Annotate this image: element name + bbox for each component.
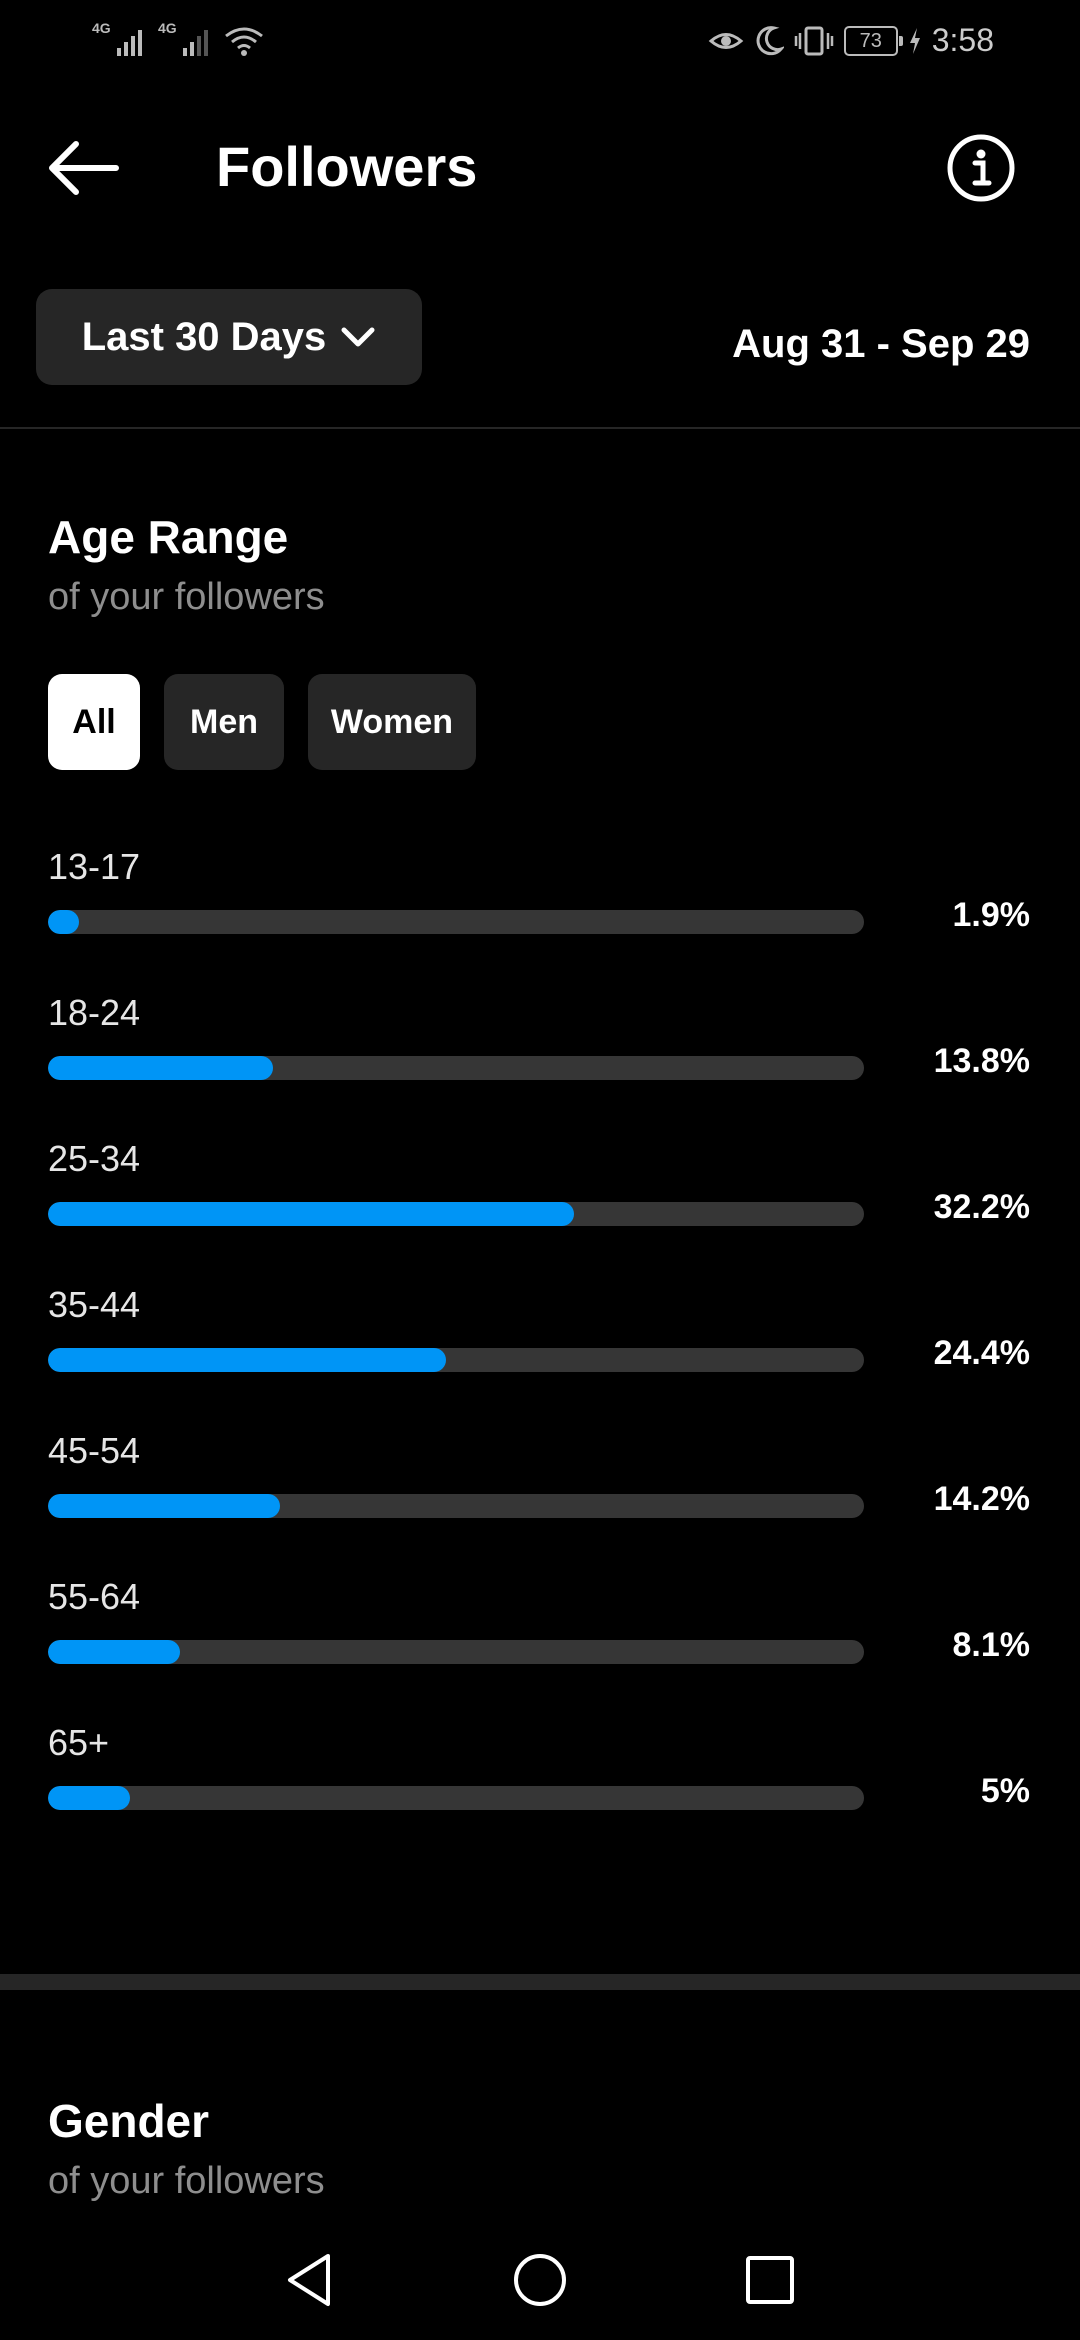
moon-icon <box>756 25 784 55</box>
age-row-label: 55-64 <box>48 1576 141 1617</box>
age-row: 65+ 5% <box>0 1722 1080 1868</box>
age-row-label: 25-34 <box>48 1138 141 1179</box>
system-nav-bar <box>0 2236 1080 2340</box>
age-row: 55-64 8.1% <box>0 1576 1080 1722</box>
tab-men[interactable]: Men <box>164 674 284 770</box>
age-bar-track <box>48 910 864 934</box>
age-row: 13-17 1.9% <box>0 846 1080 992</box>
age-row-value: 13.8% <box>933 1042 1030 1080</box>
status-bar: 4G 4G 73 3:58 <box>0 0 1080 84</box>
divider <box>0 427 1080 429</box>
age-bar-track <box>48 1056 864 1080</box>
age-row-value: 1.9% <box>952 896 1031 934</box>
arrow-left-icon[interactable] <box>40 136 130 200</box>
age-range-title: Age Range <box>48 511 289 563</box>
age-bar-track <box>48 1494 864 1518</box>
status-left: 4G 4G <box>92 20 264 58</box>
age-bar-track <box>48 1202 864 1226</box>
cell-signal-icon: 4G <box>92 20 144 58</box>
age-bar-fill <box>48 1056 274 1080</box>
age-range-subtitle: of your followers <box>48 576 325 618</box>
date-range-text: Aug 31 - Sep 29 <box>732 322 1030 366</box>
age-row-label: 65+ <box>48 1722 110 1763</box>
age-row: 25-34 32.2% <box>0 1138 1080 1284</box>
tab-all[interactable]: All <box>48 674 140 770</box>
age-row-label: 35-44 <box>48 1284 141 1325</box>
top-app-bar: Followers <box>0 108 1080 228</box>
cell-signal-icon-2: 4G <box>158 20 210 58</box>
age-bar-fill <box>48 1640 181 1664</box>
age-bar-track <box>48 1786 864 1810</box>
chevron-down-icon <box>341 327 375 347</box>
nav-back-icon[interactable] <box>282 2250 338 2310</box>
charging-icon <box>909 27 920 54</box>
network-type-label: 4G <box>92 20 111 36</box>
age-row-label: 13-17 <box>48 846 141 887</box>
age-row-label: 18-24 <box>48 992 141 1033</box>
age-bar-track <box>48 1348 864 1372</box>
age-row: 35-44 24.4% <box>0 1284 1080 1430</box>
age-row-value: 14.2% <box>933 1480 1030 1518</box>
status-right: 73 3:58 <box>708 22 994 59</box>
tab-women[interactable]: Women <box>308 674 476 770</box>
date-range-dropdown-label: Last 30 Days <box>81 314 327 359</box>
age-bar-fill <box>48 1786 130 1810</box>
section-divider <box>0 1974 1080 1990</box>
age-row-value: 32.2% <box>933 1188 1030 1226</box>
gender-filter-tabs: All Men Women <box>48 674 476 770</box>
date-range-dropdown[interactable]: Last 30 Days <box>36 289 422 385</box>
page-title: Followers <box>216 135 478 198</box>
age-bar-fill <box>48 1348 447 1372</box>
age-bar-fill <box>48 1202 574 1226</box>
network-type-label-2: 4G <box>158 20 177 36</box>
age-row-value: 24.4% <box>933 1334 1030 1372</box>
age-row-value: 8.1% <box>952 1626 1031 1664</box>
status-time: 3:58 <box>931 22 994 58</box>
wifi-icon <box>225 27 263 56</box>
age-bar-track <box>48 1640 864 1664</box>
gender-title: Gender <box>48 2095 210 2147</box>
nav-home-icon[interactable] <box>512 2250 568 2310</box>
battery-icon: 73 <box>843 25 903 56</box>
vibrate-icon <box>794 26 833 55</box>
nav-recents-icon[interactable] <box>742 2252 798 2308</box>
age-row: 45-54 14.2% <box>0 1430 1080 1576</box>
age-row: 18-24 13.8% <box>0 992 1080 1138</box>
eye-comfort-icon <box>708 32 744 49</box>
age-bar-fill <box>48 910 79 934</box>
info-circle-icon[interactable] <box>946 133 1016 203</box>
age-row-value: 5% <box>980 1772 1030 1810</box>
age-bar-fill <box>48 1494 280 1518</box>
age-row-label: 45-54 <box>48 1430 141 1471</box>
gender-subtitle: of your followers <box>48 2160 325 2202</box>
